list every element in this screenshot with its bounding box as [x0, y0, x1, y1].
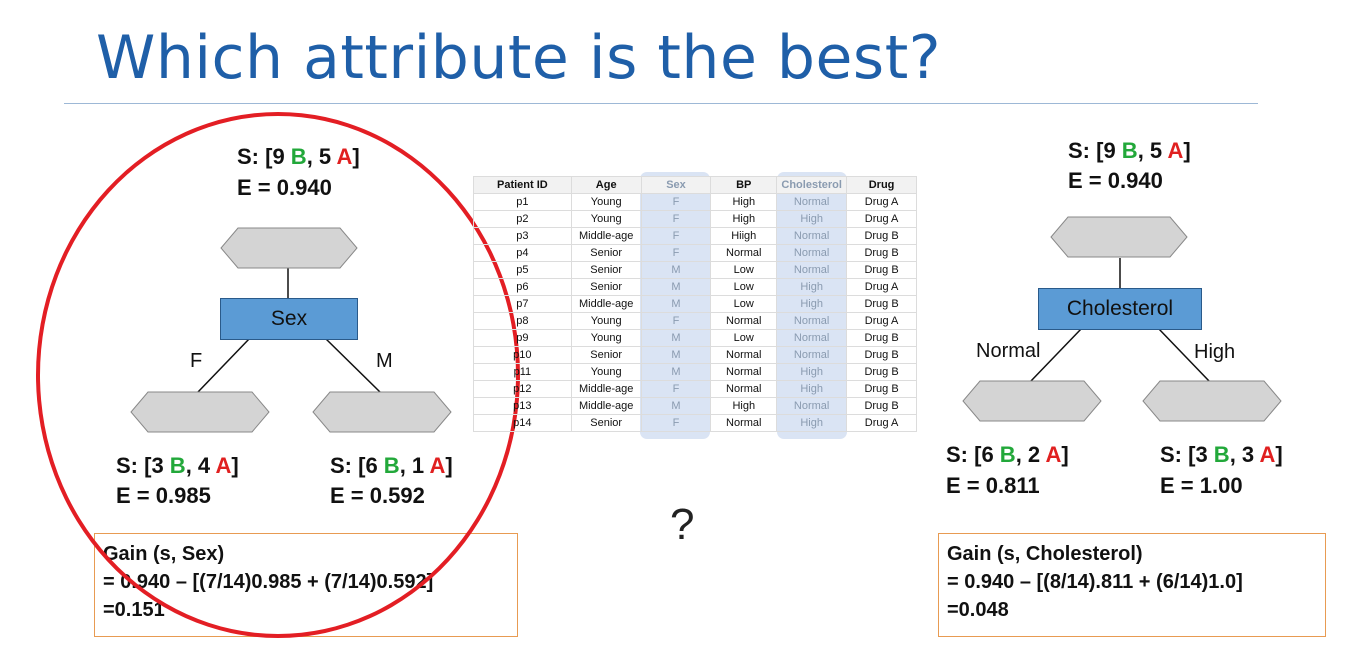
right-child-normal-entropy: E = 0.811 [946, 473, 1040, 498]
cell-age: Senior [570, 244, 642, 262]
right-child-high-entropy: E = 1.00 [1160, 473, 1243, 498]
left-root-hexagon [220, 227, 358, 269]
left-root-entropy: E = 0.940 [237, 175, 332, 200]
cell-age: Middle-age [570, 397, 642, 415]
cell-drug: Drug B [846, 295, 917, 313]
table-row: p4 Senior F Normal Normal Drug B [473, 244, 917, 262]
left-root-sample-stat: S: [9 B, 5 A] [237, 144, 360, 169]
gain-sex-formula: = 0.940 – [(7/14)0.985 + (7/14)0.592] [103, 571, 434, 593]
right-root-sample-stat: S: [9 B, 5 A] [1068, 138, 1191, 163]
gain-cholesterol-result: =0.048 [947, 599, 1009, 621]
cell-bp: High [710, 397, 778, 415]
left-child-m-entropy: E = 0.592 [330, 483, 425, 508]
cell-age: Middle-age [570, 295, 642, 313]
cell-cholesterol: High [776, 210, 848, 228]
table-row: p1 Young F High Normal Drug A [473, 193, 917, 211]
gain-cholesterol-formula: = 0.940 – [(8/14).811 + (6/14)1.0] [947, 571, 1243, 593]
right-child-high-sample-stat: S: [3 B, 3 A] [1160, 442, 1283, 467]
cell-cholesterol: Normal [776, 261, 848, 279]
cell-drug: Drug A [846, 414, 917, 432]
cell-patient-id: p12 [473, 380, 572, 398]
cell-cholesterol: Normal [776, 397, 848, 415]
gain-cholesterol-title: Gain (s, Cholesterol) [947, 543, 1143, 565]
patient-data-table: Patient ID Age Sex BP Cholesterol Drug p… [473, 176, 917, 432]
cell-bp: Normal [710, 414, 778, 432]
table-row: p3 Middle-age F Hiigh Normal Drug B [473, 227, 917, 245]
gain-cholesterol-box: Gain (s, Cholesterol) = 0.940 – [(8/14).… [938, 533, 1326, 637]
right-child-normal-sample-stat: S: [6 B, 2 A] [946, 442, 1069, 467]
question-mark: ? [670, 500, 695, 549]
right-edge-label-normal: Normal [976, 340, 1041, 362]
cell-age: Senior [570, 278, 642, 296]
cell-cholesterol: Normal [776, 312, 848, 330]
table-header-row: Patient ID Age Sex BP Cholesterol Drug [473, 176, 917, 194]
right-edge-label-high: High [1194, 341, 1236, 363]
left-child-m-sample-stat: S: [6 B, 1 A] [330, 453, 453, 478]
cell-bp: Low [710, 278, 778, 296]
left-edge-label-f: F [190, 350, 203, 372]
cell-drug: Drug A [846, 193, 917, 211]
cholesterol-attribute-node: Cholesterol [1038, 288, 1202, 330]
cell-age: Young [570, 193, 642, 211]
gain-sex-result: =0.151 [103, 599, 165, 621]
slide-title: Which attribute is the best? [96, 23, 942, 93]
cell-cholesterol: Normal [776, 227, 848, 245]
right-child-normal-hexagon [962, 380, 1102, 422]
table-row: p7 Middle-age M Low High Drug B [473, 295, 917, 313]
right-child-high-hexagon [1142, 380, 1282, 422]
left-child-f-sample-stat: S: [3 B, 4 A] [116, 453, 239, 478]
sex-attribute-node: Sex [220, 298, 358, 340]
left-child-f-hexagon [130, 391, 270, 433]
header-patient-id: Patient ID [473, 176, 572, 194]
gain-sex-title: Gain (s, Sex) [103, 543, 225, 565]
cell-age: Senior [570, 414, 642, 432]
gain-sex-box: Gain (s, Sex) = 0.940 – [(7/14)0.985 + (… [94, 533, 518, 637]
header-age: Age [570, 176, 642, 194]
cell-drug: Drug B [846, 363, 917, 381]
header-bp: BP [710, 176, 778, 194]
cell-cholesterol: High [776, 414, 848, 432]
table-row: p14 Senior F Normal High Drug A [473, 414, 917, 432]
right-root-hexagon [1050, 216, 1188, 258]
table-row: p12 Middle-age F Normal High Drug B [473, 380, 917, 398]
right-root-entropy: E = 0.940 [1068, 168, 1163, 193]
cell-age: Middle-age [570, 380, 642, 398]
cell-drug: Drug B [846, 397, 917, 415]
left-child-m-hexagon [312, 391, 452, 433]
header-cholesterol: Cholesterol [776, 176, 848, 194]
left-child-f-entropy: E = 0.985 [116, 483, 211, 508]
cell-drug: Drug A [846, 210, 917, 228]
table-row: p13 Middle-age M High Normal Drug B [473, 397, 917, 415]
left-edge-label-m: M [376, 350, 393, 372]
title-divider [64, 103, 1258, 104]
cell-cholesterol: High [776, 380, 848, 398]
table-row: p10 Senior M Normal Normal Drug B [473, 346, 917, 364]
cell-age: Young [570, 312, 642, 330]
